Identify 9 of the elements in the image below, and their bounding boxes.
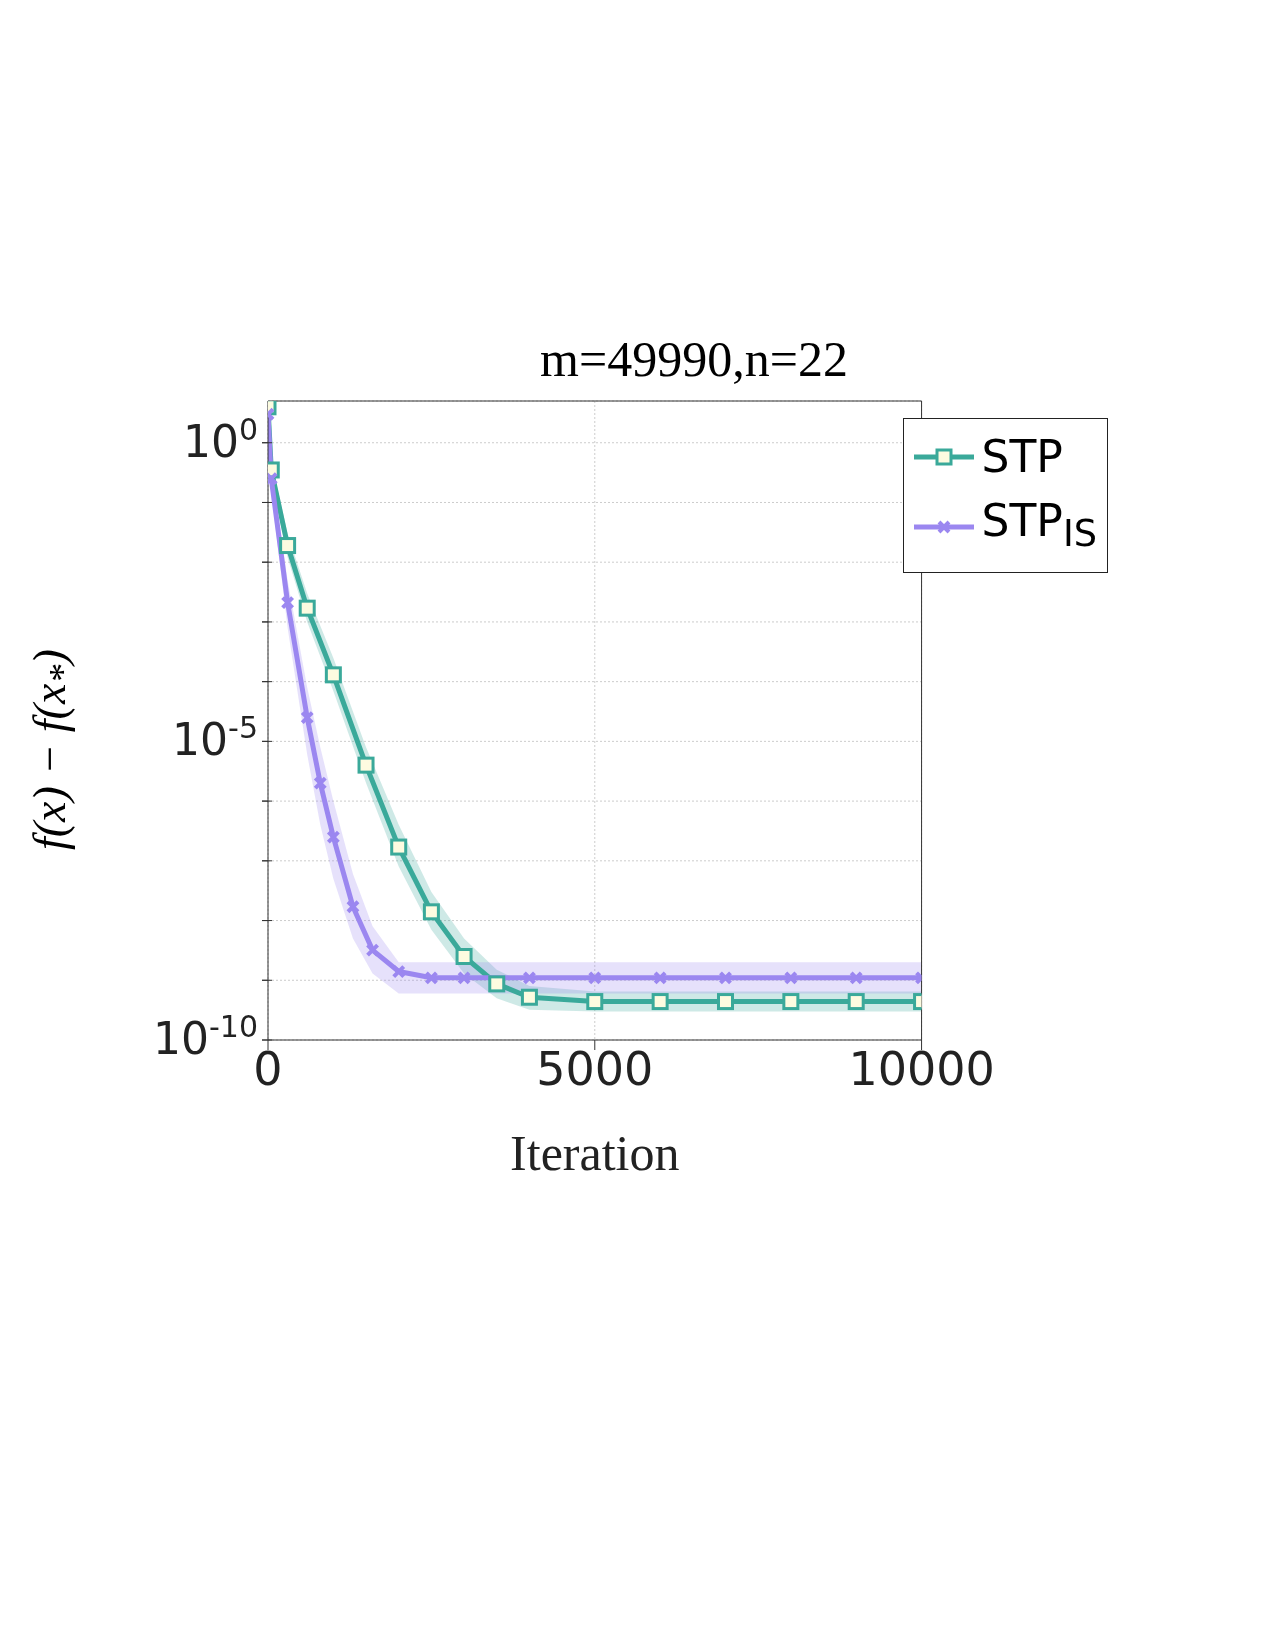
x-tick-label: 5000: [536, 1041, 654, 1096]
legend-label: STP$_{IS}$: [981, 494, 1097, 557]
y-tick-label: 10$^{0}$: [182, 411, 258, 467]
x-tick-label: 10000: [848, 1041, 995, 1096]
legend-label: STP: [981, 430, 1063, 484]
x-axis-title: Iteration: [510, 1125, 680, 1181]
y-tick-label: 10$^{-5}$: [172, 709, 258, 766]
x-tick-label: 0: [253, 1041, 283, 1096]
chart-title: m=49990,n=22: [539, 330, 849, 388]
